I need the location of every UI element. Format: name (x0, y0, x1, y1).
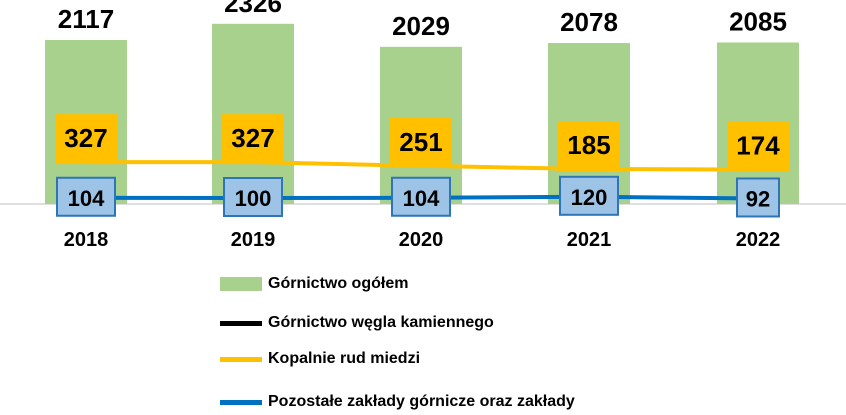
chart-area: 2117232620292078208516861899167417731819… (0, 0, 846, 251)
data-label-copper-2018: 327 (64, 123, 107, 153)
legend-swatch-other (220, 399, 262, 405)
x-tick-label-2022: 2022 (736, 229, 781, 251)
legend-item-other: Pozostałe zakłady górnicze oraz zakłady (220, 389, 575, 415)
point-box-copper-2018 (55, 114, 117, 165)
point-box-copper-2019 (222, 114, 284, 165)
data-label-copper-2021: 185 (567, 130, 610, 160)
legend-swatch-copper (220, 356, 262, 362)
data-label-copper-2019: 327 (231, 123, 274, 153)
legend-label-coal: Górnictwo węgla kamiennego (268, 314, 494, 331)
legend-swatch-total (220, 277, 262, 291)
point-box-other-2019 (223, 177, 283, 217)
data-label-other-2022: 92 (746, 186, 770, 211)
labels-layer: 2117232620292078208516861899167417731819… (55, 0, 789, 251)
legend-label-total: Górnictwo ogółem (268, 275, 409, 292)
legend-swatch-coal (220, 320, 262, 326)
legend-label-copper: Kopalnie rud miedzi (268, 350, 421, 367)
x-tick-label-2018: 2018 (64, 229, 109, 251)
point-box-other-2018 (56, 176, 116, 217)
data-label-total-2019: 2326 (224, 0, 282, 18)
point-box-other-2021 (559, 175, 619, 216)
data-label-total-2020: 2029 (392, 11, 450, 41)
legend-item-total: Górnictwo ogółem (220, 271, 408, 297)
data-label-other-2018: 104 (68, 186, 105, 211)
legend-label-other: Pozostałe zakłady górnicze oraz zakłady (268, 393, 575, 410)
point-box-other-2020 (391, 176, 451, 217)
data-label-copper-2020: 251 (399, 127, 442, 157)
bar-total-2019 (212, 23, 294, 205)
data-label-other-2020: 104 (403, 186, 440, 211)
point-box-copper-2022 (727, 121, 789, 172)
x-tick-label-2019: 2019 (231, 229, 276, 251)
data-label-total-2022: 2085 (729, 6, 787, 36)
data-label-total-2021: 2078 (560, 7, 618, 37)
data-label-copper-2022: 174 (736, 131, 780, 161)
legend-item-copper: Kopalnie rud miedzi (220, 346, 420, 372)
data-label-other-2021: 120 (571, 185, 608, 210)
x-tick-label-2021: 2021 (567, 229, 612, 251)
point-box-copper-2020 (390, 117, 452, 168)
point-box-other-2022 (736, 177, 780, 218)
data-label-total-2018: 2117 (58, 4, 114, 34)
x-tick-label-2020: 2020 (399, 229, 444, 251)
point-box-copper-2021 (558, 121, 620, 172)
data-label-other-2019: 100 (235, 186, 272, 211)
legend-item-coal: Górnictwo węgla kamiennego (220, 310, 494, 336)
